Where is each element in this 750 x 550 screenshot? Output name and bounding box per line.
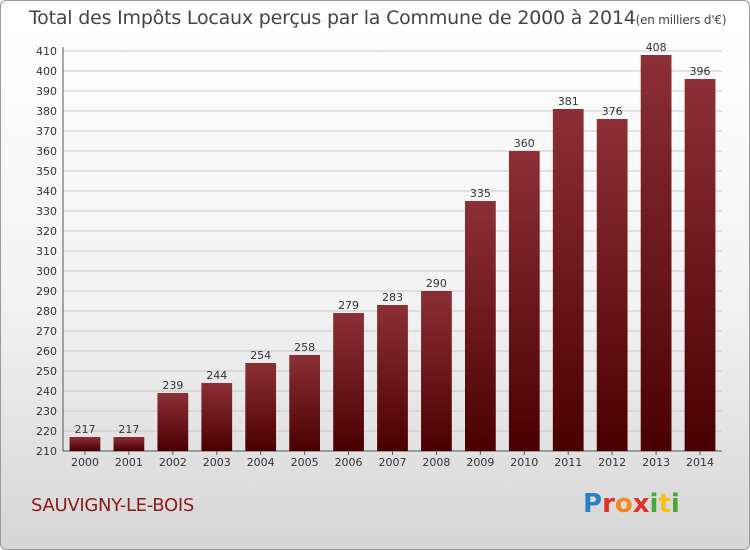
- chart-title-text: Total des Impôts Locaux perçus par la Co…: [29, 7, 636, 29]
- bar: [201, 383, 233, 451]
- x-tick-label: 2006: [335, 456, 363, 469]
- y-tick-label: 400: [36, 65, 57, 78]
- axes: 210 220 230 240 250 260 270 280 290 300 310 320 330 3…: [36, 45, 722, 469]
- data-label: 335: [470, 187, 491, 200]
- chart-unit-label: (en milliers d'€): [635, 13, 727, 27]
- y-tick-label: 250: [36, 365, 57, 378]
- data-label: 360: [514, 137, 535, 150]
- y-tick-label: 300: [36, 265, 57, 278]
- data-label: 244: [206, 369, 227, 382]
- bar: [377, 305, 408, 451]
- y-tick-label: 330: [36, 205, 57, 218]
- y-tick-label: 270: [36, 325, 57, 338]
- bar: [289, 355, 321, 451]
- logo-letter: o: [614, 489, 633, 519]
- data-label: 396: [690, 65, 711, 78]
- y-tick-label: 280: [36, 305, 57, 318]
- y-tick-label: 230: [36, 405, 57, 418]
- data-label: 258: [294, 341, 315, 354]
- x-tick-label: 2002: [159, 456, 187, 469]
- logo-letter: i: [670, 489, 680, 519]
- y-tick-label: 310: [36, 245, 57, 258]
- bar: [333, 313, 364, 451]
- x-tick-label: 2013: [642, 456, 670, 469]
- logo-letter: x: [632, 489, 650, 519]
- data-label: 254: [250, 349, 271, 362]
- data-label: 279: [338, 299, 359, 312]
- y-tick-label: 220: [36, 425, 57, 438]
- bar: [508, 151, 540, 451]
- logo-letter: t: [658, 489, 671, 519]
- data-label: 290: [426, 277, 447, 290]
- data-label: 376: [602, 105, 623, 118]
- x-tick-label: 2012: [598, 456, 626, 469]
- bar: [113, 437, 145, 451]
- logo-letter: P: [583, 489, 603, 519]
- bar: [464, 201, 496, 451]
- y-tick-label: 320: [36, 225, 57, 238]
- value-labels: 217 217 239 244 254 258 279 283 290 335 360 381 376 4…: [74, 41, 710, 436]
- bar: [157, 393, 189, 451]
- x-tick-label: 2011: [554, 456, 582, 469]
- y-tick-label: 290: [36, 285, 57, 298]
- data-label: 217: [118, 423, 139, 436]
- y-tick-label: 260: [36, 345, 57, 358]
- y-tick-label: 380: [36, 105, 57, 118]
- chart-title: Total des Impôts Locaux perçus par la Co…: [29, 7, 727, 29]
- y-tick-label: 360: [36, 145, 57, 158]
- x-tick-label: 2014: [686, 456, 714, 469]
- bar: [552, 109, 584, 451]
- bar: [245, 363, 277, 451]
- x-tick-label: 2004: [247, 456, 275, 469]
- x-tick-label: 2007: [379, 456, 407, 469]
- data-label: 217: [74, 423, 95, 436]
- data-label: 408: [646, 41, 667, 54]
- x-tick-label: 2001: [115, 456, 143, 469]
- y-tick-label: 410: [36, 45, 57, 58]
- x-tick-label: 2000: [71, 456, 99, 469]
- data-label: 239: [162, 379, 183, 392]
- y-tick-label: 340: [36, 185, 57, 198]
- bar: [640, 55, 672, 451]
- bar: [69, 437, 101, 451]
- y-tick-label: 350: [36, 165, 57, 178]
- data-label: 381: [558, 95, 579, 108]
- y-tick-label: 370: [36, 125, 57, 138]
- logo-letter: r: [602, 489, 615, 519]
- bar: [596, 119, 628, 451]
- bar: [421, 291, 452, 451]
- x-tick-label: 2008: [422, 456, 450, 469]
- bar: [684, 79, 716, 451]
- x-tick-label: 2005: [291, 456, 319, 469]
- logo-letter: i: [649, 489, 659, 519]
- commune-name: SAUVIGNY-LE-BOIS: [31, 495, 195, 516]
- y-tick-label: 240: [36, 385, 57, 398]
- proxiti-logo: Proxiti: [583, 489, 680, 519]
- y-tick-label: 210: [36, 445, 57, 458]
- y-tick-label: 390: [36, 85, 57, 98]
- x-tick-label: 2003: [203, 456, 231, 469]
- x-tick-label: 2010: [510, 456, 538, 469]
- bars: [69, 55, 716, 451]
- data-label: 283: [382, 291, 403, 304]
- x-tick-label: 2009: [466, 456, 494, 469]
